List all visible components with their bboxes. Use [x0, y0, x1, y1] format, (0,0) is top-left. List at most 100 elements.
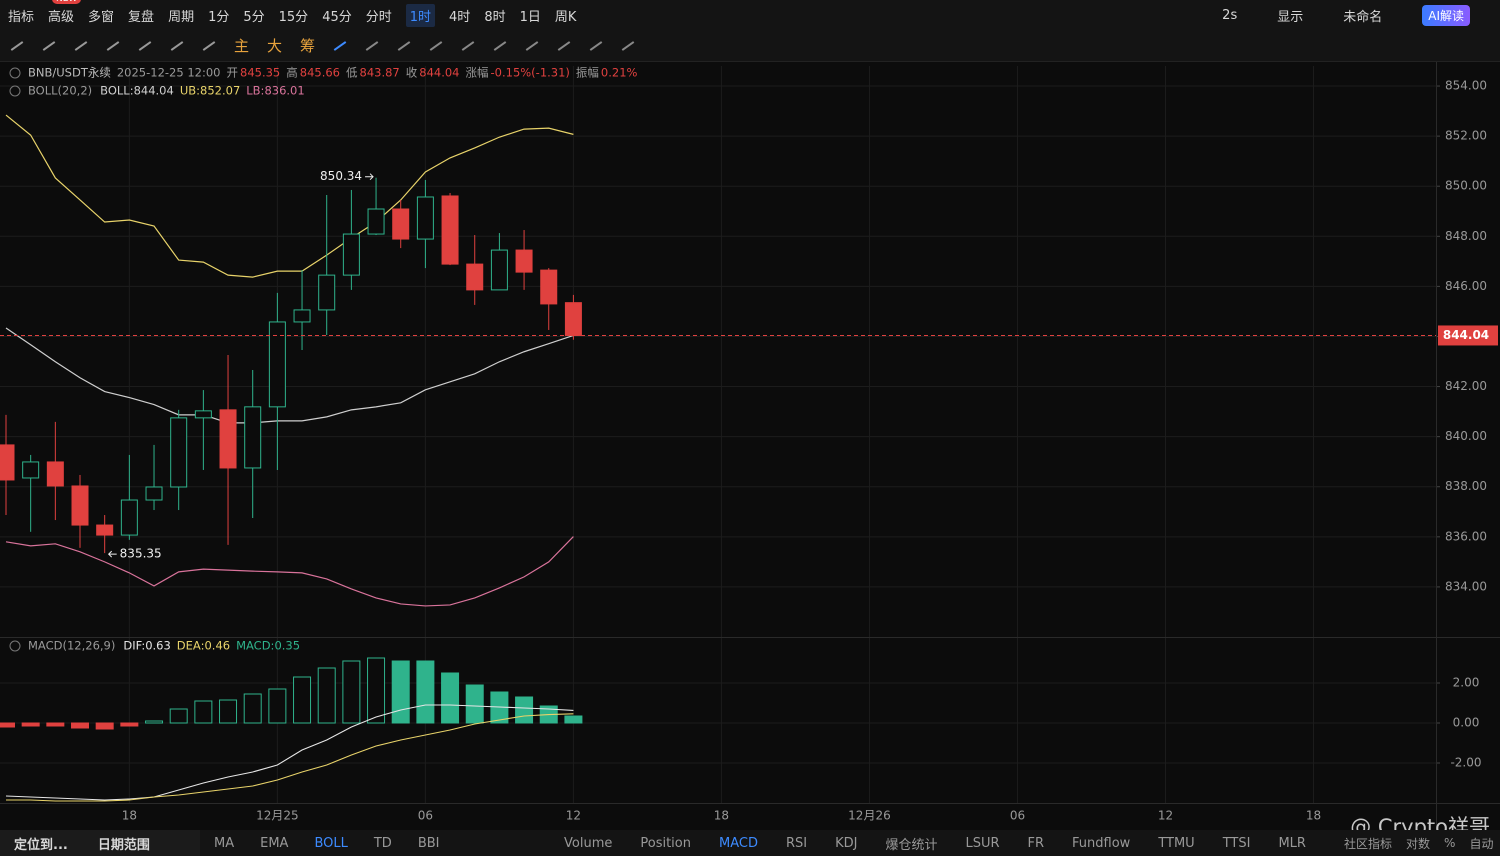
bottom-option[interactable]: 对数 — [1406, 836, 1431, 851]
sub-indicator-tab[interactable]: MACD — [718, 835, 758, 851]
candle-body — [318, 274, 336, 311]
y-tick-label: 838.00 — [1445, 479, 1487, 493]
info-key: 低 — [346, 66, 358, 80]
main-indicator-tab[interactable]: MA — [214, 835, 235, 851]
legend-label: DEA: — [177, 639, 205, 653]
bottom-button[interactable]: 日期范围 — [97, 837, 150, 853]
interval-button[interactable]: 4时 — [449, 9, 471, 25]
tool-icon[interactable] — [397, 40, 411, 51]
toolbar-button[interactable]: 未命名 — [1343, 9, 1383, 25]
candle-body — [490, 249, 508, 291]
interval-button[interactable]: 8时 — [484, 9, 506, 25]
bottom-option[interactable]: % — [1444, 836, 1456, 850]
tool-icon[interactable] — [333, 40, 347, 51]
macd-bar — [564, 715, 583, 724]
x-tick-label: 12 — [566, 809, 581, 823]
interval-button[interactable]: 1分 — [208, 9, 230, 25]
menu-button[interactable]: 复盘 — [128, 9, 155, 25]
high-arrow — [365, 173, 374, 181]
tool-icon[interactable] — [138, 40, 152, 51]
tool-icon[interactable] — [525, 40, 539, 51]
tool-icon[interactable] — [557, 40, 571, 51]
tool-icon[interactable] — [10, 40, 24, 51]
tool-icon[interactable] — [589, 40, 603, 51]
indicator-tool[interactable]: 主 — [234, 37, 250, 55]
main-indicator-tab[interactable]: BBI — [417, 835, 440, 851]
indicator-name: BOLL(20,2) — [28, 84, 92, 98]
macd-bar — [243, 693, 262, 724]
interval-button[interactable]: 分时 — [365, 9, 392, 25]
macd-bar — [268, 688, 287, 724]
y-tick-label: 0.00 — [1453, 716, 1480, 730]
main-indicator-tab[interactable]: BOLL — [314, 835, 348, 851]
sub-indicator-tab[interactable]: FR — [1027, 835, 1045, 851]
tool-icon[interactable] — [429, 40, 443, 51]
interval-button[interactable]: 45分 — [322, 9, 352, 25]
tool-icon[interactable] — [106, 40, 120, 51]
macd-bar — [21, 722, 40, 727]
interval-button[interactable]: 15分 — [278, 9, 309, 25]
drawing-toolbar: 主大筹 — [0, 30, 1500, 62]
main-indicator-tab[interactable]: TD — [373, 835, 392, 851]
sub-indicator-tab[interactable]: TTMU — [1158, 835, 1195, 851]
info-value: 845.35 — [240, 66, 280, 80]
macd-bar — [317, 667, 336, 724]
sub-indicator-tab[interactable]: LSUR — [965, 835, 1000, 851]
tool-icon[interactable] — [74, 40, 88, 51]
bottom-button[interactable]: 定位到... — [14, 837, 68, 853]
bar-group: Volume Position MACD RSI KDJ 爆仓统计 LSUR FR Fundfl… — [550, 830, 1330, 856]
symbol: BNB/USDT永续 — [28, 66, 111, 80]
sub-indicator-tab[interactable]: Volume — [564, 835, 613, 851]
sub-indicator-tab[interactable]: KDJ — [835, 835, 858, 851]
legend-value: 0.63 — [145, 639, 171, 653]
y-tick-label: 2.00 — [1453, 676, 1480, 690]
menu-button[interactable]: 周期 — [168, 9, 195, 25]
candle-body — [46, 461, 64, 487]
sub-indicator-tab[interactable]: MLR — [1278, 835, 1306, 851]
tool-icon[interactable] — [42, 40, 56, 51]
boll-line — [5, 536, 574, 607]
tool-icon[interactable] — [365, 40, 379, 51]
sub-indicator-tab[interactable]: RSI — [785, 835, 808, 851]
sub-indicator-tab[interactable]: TTSI — [1222, 835, 1251, 851]
candle-body — [145, 486, 163, 501]
bottom-option[interactable]: 自动 — [1469, 836, 1494, 851]
menu-button[interactable]: 高级 — [48, 9, 75, 25]
macd-bar — [46, 722, 65, 727]
tool-icon[interactable] — [202, 40, 216, 51]
interval-button[interactable]: 5分 — [243, 9, 265, 25]
y-tick-label: 836.00 — [1445, 529, 1487, 543]
main-indicator-tab[interactable]: EMA — [260, 835, 289, 851]
indicator-tool[interactable]: 筹 — [300, 37, 316, 55]
interval-button[interactable]: 周K — [554, 9, 577, 25]
sub-indicator-tab[interactable]: 爆仓统计 — [885, 837, 938, 853]
tool-icon[interactable] — [461, 40, 475, 51]
tool-icon[interactable] — [621, 40, 635, 51]
y-tick-label: 852.00 — [1445, 129, 1487, 143]
info-key: 收 — [406, 66, 418, 80]
indicator-tool[interactable]: 大 — [267, 37, 283, 55]
candle-body — [96, 524, 114, 536]
legend-label: DIF: — [123, 639, 145, 653]
menu-button[interactable]: 指标 — [8, 9, 35, 25]
tool-icon[interactable] — [170, 40, 184, 51]
low-label: 835.35 — [120, 547, 162, 561]
sub-indicator-tab[interactable]: Position — [640, 835, 691, 851]
x-tick-label: 12 — [1158, 809, 1173, 823]
bottom-option[interactable]: 社区指标 — [1344, 836, 1393, 851]
info-value: -0.15%(-1.31) — [491, 66, 570, 80]
menu-button[interactable]: 多窗 — [88, 9, 115, 25]
interval-button[interactable]: 1时 — [405, 3, 436, 27]
interval-button[interactable]: 1日 — [519, 9, 541, 25]
legend-value: 836.01 — [264, 84, 304, 98]
candle-body — [0, 444, 15, 481]
toolbar-button[interactable]: 显示 — [1277, 9, 1304, 25]
tool-icon[interactable] — [493, 40, 507, 51]
x-tick-label: 12月25 — [256, 809, 299, 823]
x-tick-label: 06 — [418, 809, 433, 823]
toolbar-button[interactable]: 2s — [1222, 7, 1238, 23]
ai-button[interactable]: AI解读 — [1422, 4, 1470, 26]
y-tick-label: 846.00 — [1445, 279, 1487, 293]
sub-indicator-tab[interactable]: Fundflow — [1072, 835, 1131, 851]
